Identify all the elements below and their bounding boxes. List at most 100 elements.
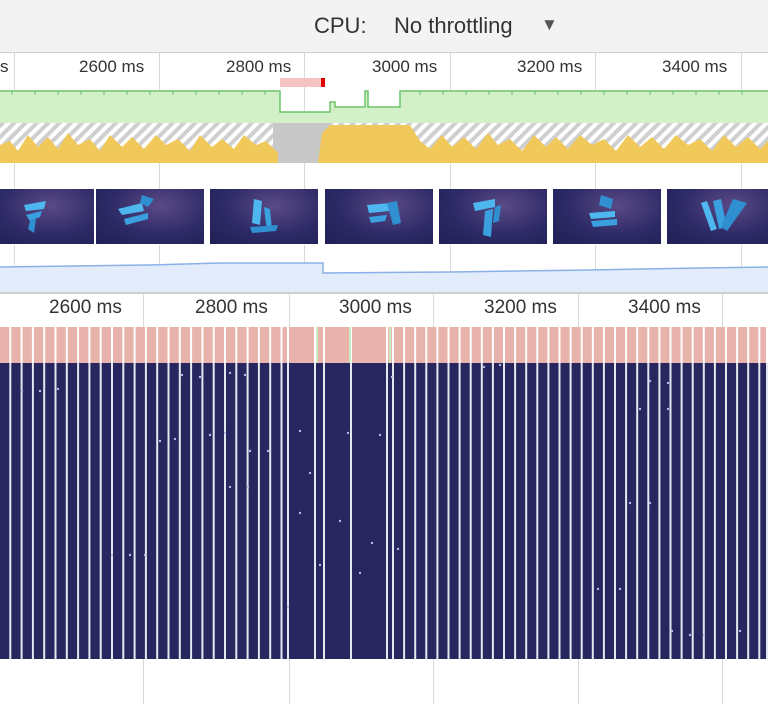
frame-bar[interactable] [316, 327, 323, 363]
frame-bar[interactable] [248, 327, 258, 363]
frame-bar[interactable] [135, 327, 145, 363]
frame-bar[interactable] [616, 327, 626, 363]
frame-bar[interactable] [113, 327, 123, 363]
star-dot [370, 541, 374, 545]
frame-bar[interactable] [180, 327, 191, 363]
frame-bar[interactable] [237, 327, 247, 363]
frame-bar[interactable] [593, 327, 603, 363]
frame-bar[interactable] [325, 327, 350, 363]
frame-bar[interactable] [715, 327, 725, 363]
frame-bar[interactable] [649, 327, 659, 363]
frame-bar[interactable] [271, 327, 281, 363]
timeline-overview[interactable]: s 2600 ms 2800 ms 3000 ms 3200 ms 3400 m… [0, 53, 768, 293]
frame-bar[interactable] [11, 327, 21, 363]
frame-bar[interactable] [394, 327, 404, 363]
frame-bar[interactable] [505, 327, 515, 363]
cpu-throttling-select[interactable]: No throttling [394, 13, 513, 38]
star-dot [666, 381, 670, 385]
long-frame-marker[interactable] [280, 78, 324, 87]
star-dot [390, 375, 394, 379]
frame-separator [680, 363, 683, 659]
frame-bar[interactable] [405, 327, 415, 363]
frames-bars[interactable] [0, 327, 768, 363]
screenshot-thumbnail[interactable] [210, 189, 318, 244]
frame-separator [386, 363, 388, 659]
frame-separator [65, 363, 68, 659]
frame-bar[interactable] [416, 327, 426, 363]
triangle-down-icon[interactable]: ▼ [541, 15, 558, 34]
frame-bar[interactable] [56, 327, 66, 363]
frame-bar[interactable] [101, 327, 111, 363]
frame-bar[interactable] [549, 327, 559, 363]
frame-bar[interactable] [226, 327, 236, 363]
frame-bar[interactable] [627, 327, 637, 363]
frame-bar[interactable] [33, 327, 44, 363]
frame-bar[interactable] [471, 327, 481, 363]
star-dot [346, 431, 350, 435]
logo-shape-icon [250, 199, 278, 233]
screenshot-thumbnail[interactable] [553, 189, 661, 244]
frame-bar[interactable] [427, 327, 437, 363]
frame-bar[interactable] [571, 327, 581, 363]
overview-divider[interactable] [0, 292, 768, 294]
frame-separator [178, 363, 181, 659]
star-dot [286, 605, 290, 609]
frame-bar[interactable] [289, 327, 314, 363]
frame-screenshots-area[interactable] [0, 363, 768, 659]
frame-bar[interactable] [45, 327, 55, 363]
frame-bar[interactable] [259, 327, 270, 363]
frame-bar[interactable] [169, 327, 179, 363]
frame-bar[interactable] [352, 327, 386, 363]
frame-bar[interactable] [516, 327, 526, 363]
frame-bar[interactable] [660, 327, 670, 363]
frame-bar[interactable] [704, 327, 714, 363]
frame-bar[interactable] [604, 327, 614, 363]
red-warning-marker [321, 78, 325, 87]
frame-bar[interactable] [638, 327, 648, 363]
frame-bar[interactable] [493, 327, 503, 363]
frame-bar[interactable] [203, 327, 213, 363]
grid-line [578, 659, 579, 704]
frame-bar[interactable] [482, 327, 492, 363]
frame-bar[interactable] [449, 327, 459, 363]
frame-bar[interactable] [560, 327, 570, 363]
frame-bar[interactable] [682, 327, 692, 363]
frame-bar[interactable] [693, 327, 703, 363]
frame-bar[interactable] [438, 327, 448, 363]
screenshot-thumbnail[interactable] [0, 189, 94, 244]
star-dot [128, 553, 132, 557]
cpu-throttling-label: CPU: [314, 13, 367, 38]
frame-separator [591, 363, 594, 659]
frame-gap [349, 327, 351, 363]
screenshot-thumbnail[interactable] [667, 189, 768, 244]
frame-bar[interactable] [67, 327, 78, 363]
frame-bar[interactable] [146, 327, 157, 363]
frame-bar[interactable] [0, 327, 10, 363]
frame-bar[interactable] [214, 327, 224, 363]
frame-bar[interactable] [538, 327, 548, 363]
frame-bar[interactable] [22, 327, 32, 363]
frame-separator [111, 363, 113, 659]
frame-separator [167, 363, 170, 659]
frame-bar[interactable] [738, 327, 748, 363]
frame-bar[interactable] [760, 327, 766, 363]
frame-bar[interactable] [282, 327, 288, 363]
screenshot-thumbnail[interactable] [439, 189, 547, 244]
frame-separator [323, 363, 325, 659]
frame-bar[interactable] [727, 327, 737, 363]
frame-bar[interactable] [192, 327, 202, 363]
screenshot-thumbnail[interactable] [96, 189, 204, 244]
frames-track[interactable] [0, 327, 768, 363]
frame-bar[interactable] [79, 327, 89, 363]
frame-bar[interactable] [124, 327, 134, 363]
frame-bar[interactable] [749, 327, 759, 363]
frame-separator [525, 363, 528, 659]
frame-bar[interactable] [460, 327, 470, 363]
frame-bar[interactable] [158, 327, 168, 363]
frame-bar[interactable] [582, 327, 592, 363]
screenshot-thumbnail[interactable] [325, 189, 433, 244]
star-dot [702, 633, 706, 637]
frame-bar[interactable] [90, 327, 100, 363]
frame-bar[interactable] [671, 327, 681, 363]
frame-bar[interactable] [527, 327, 537, 363]
